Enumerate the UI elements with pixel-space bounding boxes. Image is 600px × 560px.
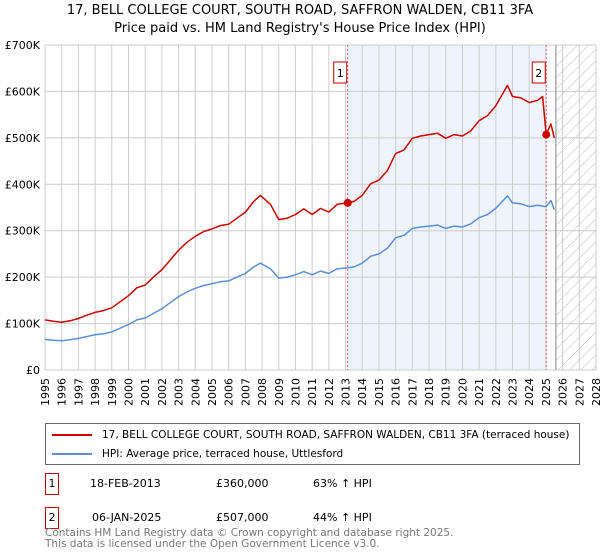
sale-price: £507,000 [216, 511, 269, 524]
footer: Contains HM Land Registry data © Crown c… [45, 528, 453, 550]
x-tick-label: 2008 [256, 378, 269, 406]
x-tick-label: 2025 [540, 378, 553, 406]
x-tick-label: 2028 [590, 378, 600, 406]
legend-label: 17, BELL COLLEGE COURT, SOUTH ROAD, SAFF… [102, 429, 570, 441]
x-tick-label: 2018 [423, 378, 436, 406]
y-tick-label: £100K [5, 318, 41, 331]
x-tick-label: 2001 [139, 378, 152, 406]
legend-swatch-red [52, 434, 92, 436]
chart-title: 17, BELL COLLEGE COURT, SOUTH ROAD, SAFF… [66, 3, 534, 18]
sale-label-box [531, 61, 546, 84]
sale-label-box [333, 61, 348, 84]
sale-point [542, 130, 551, 139]
sale-label: 2 [535, 67, 542, 80]
x-tick-label: 2013 [340, 378, 353, 406]
x-tick-label: 2007 [239, 378, 252, 406]
x-tick-label: 1997 [72, 378, 85, 406]
y-tick-label: £400K [5, 178, 41, 191]
footer-line: This data is licensed under the Open Gov… [45, 538, 380, 550]
x-tick-label: 1999 [106, 378, 119, 406]
x-tick-label: 2027 [573, 378, 586, 406]
plot-area: 1995 1996 1997 1998 1999 2000 2001 2002 2003 2004… [5, 39, 600, 406]
x-tick-label: 2006 [223, 378, 236, 406]
y-tick-label: £600K [5, 85, 41, 98]
x-tick-label: 2009 [273, 378, 286, 406]
x-tick-label: 2024 [523, 378, 536, 406]
sale-price: £360,000 [216, 477, 269, 490]
hpi-line [44, 195, 556, 342]
property-price-line [44, 84, 556, 323]
x-tick-label: 2021 [473, 378, 486, 406]
x-tick-label: 1995 [39, 378, 52, 406]
chart-subtitle: Price paid vs. HM Land Registry's House … [114, 21, 486, 36]
x-tick-label: 2023 [507, 378, 520, 406]
sale-marker: 1 [45, 473, 59, 495]
x-tick-label: 2017 [406, 378, 419, 406]
sale-point [343, 198, 352, 207]
sale-row-1: 1 18-FEB-2013 £360,000 63% ↑ HPI [45, 473, 445, 495]
x-tick-label: 2014 [356, 378, 369, 406]
ownership-shade [347, 45, 547, 370]
x-tick-label: 2012 [323, 378, 336, 406]
x-tick-label: 2016 [390, 378, 403, 406]
sale-label: 1 [337, 67, 344, 80]
x-tick-label: 2003 [173, 378, 186, 406]
y-tick-label: £200K [5, 271, 41, 284]
y-tick-label: £700K [5, 39, 41, 52]
y-tick-label: £0 [26, 364, 40, 377]
x-tick-label: 1998 [89, 378, 102, 406]
sale-hpi: 44% ↑ HPI [313, 511, 372, 524]
sale-marker: 2 [45, 507, 59, 529]
x-tick-label: 1996 [56, 378, 69, 406]
x-tick-label: 2005 [206, 378, 219, 406]
x-tick-label: 2010 [289, 378, 302, 406]
sale-hpi: 63% ↑ HPI [313, 477, 372, 490]
sale-date: 06-JAN-2025 [92, 511, 162, 524]
x-tick-label: 2026 [557, 378, 570, 406]
legend-label: HPI: Average price, terraced house, Uttl… [102, 448, 344, 460]
y-tick-label: £300K [5, 225, 41, 238]
x-tick-label: 2020 [456, 378, 469, 406]
legend-item-property: 17, BELL COLLEGE COURT, SOUTH ROAD, SAFF… [52, 426, 569, 444]
forecast-hatch [555, 45, 596, 370]
x-tick-label: 2011 [306, 378, 319, 406]
footer-line: Contains HM Land Registry data © Crown c… [45, 527, 454, 539]
legend: 17, BELL COLLEGE COURT, SOUTH ROAD, SAFF… [45, 423, 580, 465]
sale-date: 18-FEB-2013 [90, 477, 161, 490]
x-tick-label: 2022 [490, 378, 503, 406]
x-tick-label: 2000 [122, 378, 135, 406]
x-tick-label: 2015 [373, 378, 386, 406]
legend-swatch-blue [52, 453, 92, 455]
x-tick-label: 2019 [440, 378, 453, 406]
sale-row-2: 2 06-JAN-2025 £507,000 44% ↑ HPI [45, 507, 445, 529]
y-tick-label: £500K [5, 132, 41, 145]
x-tick-label: 2002 [156, 378, 169, 406]
legend-item-hpi: HPI: Average price, terraced house, Uttl… [52, 445, 343, 463]
x-tick-label: 2004 [189, 378, 202, 406]
